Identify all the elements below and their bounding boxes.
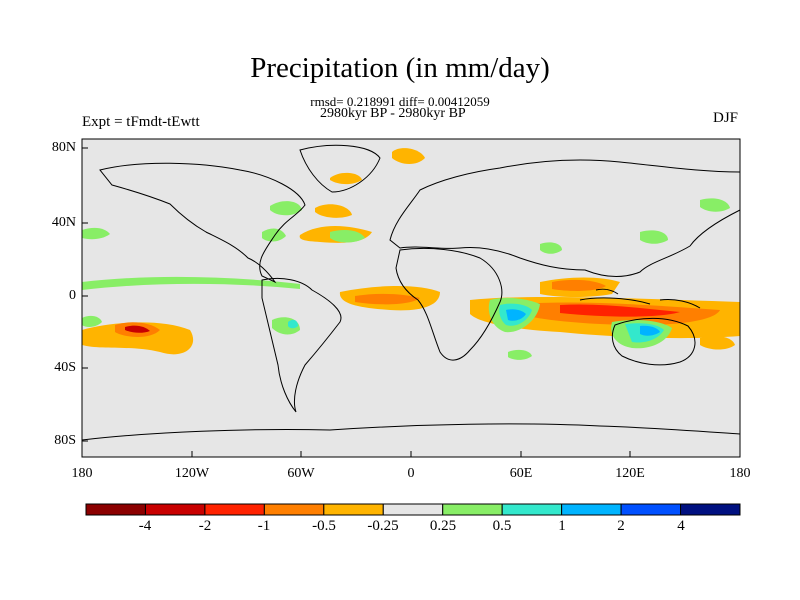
- period-subtitle: 2980kyr BP - 2980kyr BP: [320, 106, 466, 121]
- colorbar-label: -0.5: [312, 518, 336, 534]
- colorbar-label: -0.25: [367, 518, 399, 534]
- colorbar-swatch: [680, 503, 741, 516]
- colorbar: [85, 503, 741, 516]
- colorbar-swatch: [263, 503, 325, 516]
- colorbar-label: 0.5: [492, 518, 512, 534]
- colorbar-swatch: [204, 503, 265, 516]
- colorbar-swatch: [382, 503, 444, 516]
- anomaly-patches: [82, 148, 740, 360]
- axis-ticks: [81, 147, 741, 457]
- experiment-label: Expt = tFmdt-tEwtt: [82, 114, 200, 130]
- chart-title: Precipitation (in mm/day): [250, 52, 550, 84]
- colorbar-label: -2: [198, 518, 212, 534]
- colorbar-label: 4: [677, 518, 685, 534]
- colorbar-label: -1: [257, 518, 271, 534]
- lat-tick-80s: 80S: [54, 433, 76, 448]
- lon-tick-180w: 180: [71, 466, 93, 481]
- lon-tick-60w: 60W: [287, 466, 315, 481]
- lon-tick-180e: 180: [729, 466, 751, 481]
- lat-tick-80n: 80N: [51, 140, 76, 155]
- coastlines: [81, 144, 741, 441]
- colorbar-swatch: [620, 503, 682, 516]
- stats-subtitle: rmsd= 0.218991 diff= 0.00412059: [310, 94, 490, 109]
- colorbar-swatch: [85, 503, 146, 516]
- lon-tick-60e: 60E: [509, 466, 533, 481]
- season-label: DJF: [712, 110, 738, 126]
- colorbar-swatch: [144, 503, 206, 516]
- colorbar-swatch: [442, 503, 503, 516]
- colorbar-label: 2: [617, 518, 625, 534]
- lat-tick-40n: 40N: [51, 215, 76, 230]
- lon-tick-120e: 120E: [615, 466, 645, 481]
- colorbar-swatch: [501, 503, 563, 516]
- colorbar-label: 0.25: [429, 518, 457, 534]
- colorbar-label: 1: [558, 518, 566, 534]
- lon-tick-0: 0: [407, 466, 415, 481]
- colorbar-label: -4: [138, 518, 152, 534]
- colorbar-swatch: [323, 503, 384, 516]
- lat-tick-40s: 40S: [54, 360, 76, 375]
- colorbar-swatch: [561, 503, 622, 516]
- lat-tick-0: 0: [69, 288, 76, 303]
- lon-tick-120w: 120W: [174, 466, 210, 481]
